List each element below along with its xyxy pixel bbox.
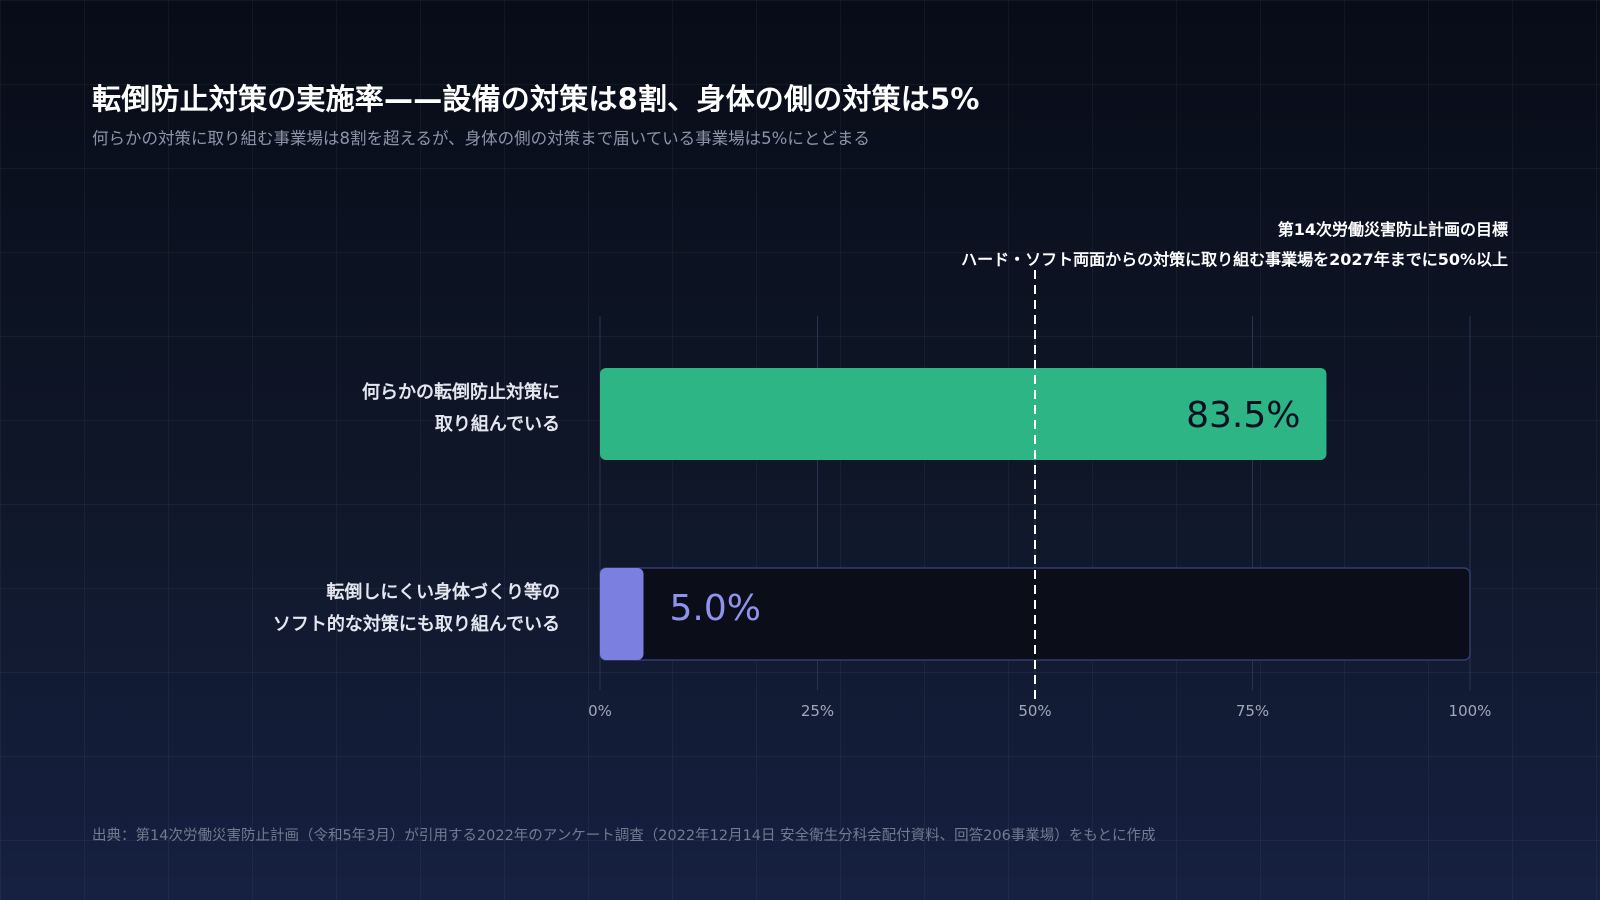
tick-label: 100% [1449,702,1492,720]
chart-subtitle: 何らかの対策に取り組む事業場は8割を超えるが、身体の側の対策まで届いている事業場… [92,129,870,148]
category-label-line: 取り組んでいる [434,414,560,435]
bar-any-measure [600,368,1327,460]
tick-label: 25% [801,702,834,720]
tick-label: 50% [1018,702,1051,720]
category-label-line: ソフト的な対策にも取り組んでいる [272,614,560,635]
tick-label: 75% [1236,702,1269,720]
source-note: 出典：第14次労働災害防止計画（令和5年3月）が引用する2022年のアンケート調… [92,828,1156,844]
category-label-line: 何らかの転倒防止対策に [362,382,560,403]
tick-label: 0% [588,702,612,720]
category-label-soft-measure: 転倒しにくい身体づくり等の ソフト的な対策にも取り組んでいる [273,577,560,641]
chart-title: 転倒防止対策の実施率——設備の対策は8割、身体の側の対策は5% [92,82,980,116]
bar-soft-measure [600,568,644,660]
category-label-any-measure: 何らかの転倒防止対策に 取り組んでいる [362,377,560,441]
category-label-line: 転倒しにくい身体づくり等の [326,582,560,603]
reference-note-detail: ハード・ソフト両面からの対策に取り組む事業場を2027年までに50%以上 [961,250,1508,269]
data-label: 5.0% [670,588,761,629]
data-label: 83.5% [1186,395,1300,436]
reference-note-title: 第14次労働災害防止計画の目標 [1277,220,1508,239]
